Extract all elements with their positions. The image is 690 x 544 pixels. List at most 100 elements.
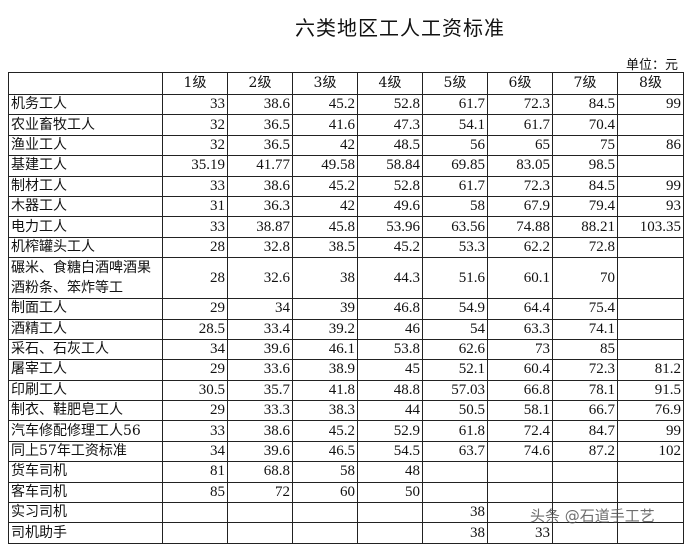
wage-cell: 76.9	[617, 400, 684, 422]
wage-cell	[617, 461, 684, 483]
wage-cell	[617, 481, 684, 504]
wage-cell: 84.5	[552, 93, 618, 116]
wage-cell: 61.8	[422, 420, 488, 442]
table-row: 酒精工人 28.5 33.4 39.2 46 54 63.3 74.1	[8, 318, 684, 340]
wage-cell: 50.5	[422, 400, 488, 422]
wage-cell: 81.2	[617, 359, 684, 381]
column-header: 8级	[617, 72, 684, 95]
wage-cell	[617, 318, 684, 340]
wage-cell: 48.8	[357, 379, 423, 402]
row-label: 客车司机	[8, 481, 163, 504]
wage-cell: 69.85	[422, 155, 488, 177]
wage-cell: 63.56	[422, 216, 488, 238]
wage-cell: 60.4	[487, 359, 553, 381]
column-header: 7级	[552, 72, 618, 95]
wage-cell: 102	[617, 440, 684, 463]
row-label: 屠宰工人	[8, 359, 163, 381]
table-row: 汽车修配修理工人56 33 38.6 45.2 52.9 61.8 72.4 84.7 99	[8, 420, 684, 442]
wage-cell: 45.2	[357, 236, 423, 259]
wage-cell: 33	[162, 175, 228, 197]
row-label: 基建工人	[8, 155, 163, 177]
wage-cell	[292, 522, 358, 544]
wage-cell: 34	[162, 440, 228, 463]
wage-cell: 42	[292, 195, 358, 218]
wage-cell: 83.05	[487, 155, 553, 177]
wage-cell: 75.4	[552, 298, 618, 320]
wage-cell: 52.1	[422, 359, 488, 381]
wage-cell	[357, 522, 423, 544]
wage-cell: 73	[487, 338, 553, 361]
wage-cell: 54.1	[422, 114, 488, 136]
wage-cell	[552, 481, 618, 504]
document-title: 六类地区工人工资标准	[295, 16, 505, 40]
row-label: 采石、石灰工人	[8, 338, 163, 361]
wage-cell: 57.03	[422, 379, 488, 402]
wage-cell: 81	[162, 461, 228, 483]
wage-cell: 33.3	[227, 400, 293, 422]
wage-cell	[162, 522, 228, 544]
wage-cell: 38.6	[227, 93, 293, 116]
wage-cell: 70.4	[552, 114, 618, 136]
wage-cell	[227, 522, 293, 544]
wage-cell: 38	[422, 502, 488, 524]
wage-cell: 65	[487, 134, 553, 157]
table-row: 印刷工人 30.5 35.7 41.8 48.8 57.03 66.8 78.1 91.5	[8, 379, 684, 402]
wage-cell: 31	[162, 195, 228, 218]
wage-cell	[357, 502, 423, 524]
row-label: 制衣、鞋肥皂工人	[8, 400, 163, 422]
wage-cell: 46.8	[357, 298, 423, 320]
row-label: 碾米、食糖白酒啤酒果酒粉条、笨炸等工	[8, 257, 163, 300]
wage-cell: 49.6	[357, 195, 423, 218]
wage-cell: 53.96	[357, 216, 423, 238]
header-row: 1级 2级 3级 4级 5级 6级 7级 8级	[8, 72, 684, 95]
row-label: 制面工人	[8, 298, 163, 320]
row-label: 渔业工人	[8, 134, 163, 157]
wage-cell: 36.5	[227, 134, 293, 157]
table-row: 碾米、食糖白酒啤酒果酒粉条、笨炸等工 28 32.6 38 44.3 51.6 60.1 70	[8, 257, 684, 300]
wage-cell: 39	[292, 298, 358, 320]
wage-cell: 51.6	[422, 257, 488, 300]
wage-cell: 99	[617, 420, 684, 442]
wage-cell: 75	[552, 134, 618, 157]
wage-cell: 38.5	[292, 236, 358, 259]
row-label: 汽车修配修理工人56	[8, 420, 163, 442]
wage-cell: 46.1	[292, 338, 358, 361]
wage-cell: 32.8	[227, 236, 293, 259]
wage-cell: 45.2	[292, 93, 358, 116]
table-row: 制面工人 29 34 39 46.8 54.9 64.4 75.4	[8, 298, 684, 320]
wage-cell: 66.8	[487, 379, 553, 402]
table-row: 采石、石灰工人 34 39.6 46.1 53.8 62.6 73 85	[8, 338, 684, 361]
wage-cell: 78.1	[552, 379, 618, 402]
wage-cell: 99	[617, 93, 684, 116]
row-label: 酒精工人	[8, 318, 163, 340]
column-header	[8, 72, 163, 95]
wage-cell: 52.8	[357, 93, 423, 116]
wage-cell	[617, 155, 684, 177]
wage-cell: 41.77	[227, 155, 293, 177]
table-row: 基建工人 35.19 41.77 49.58 58.84 69.85 83.05 98.5	[8, 155, 684, 177]
wage-cell: 52.9	[357, 420, 423, 442]
wage-cell	[162, 502, 228, 524]
wage-cell: 28	[162, 257, 228, 300]
wage-cell: 58.84	[357, 155, 423, 177]
wage-cell: 33.4	[227, 318, 293, 340]
wage-cell: 63.7	[422, 440, 488, 463]
wage-cell	[227, 502, 293, 524]
table-row: 实习司机 38	[8, 502, 684, 524]
wage-cell: 38	[422, 522, 488, 544]
wage-cell: 62.2	[487, 236, 553, 259]
wage-cell: 61.7	[422, 93, 488, 116]
wage-cell: 66.7	[552, 400, 618, 422]
wage-cell: 58	[422, 195, 488, 218]
table-row: 机务工人 33 38.6 45.2 52.8 61.7 72.3 84.5 99	[8, 93, 684, 116]
wage-cell: 58.1	[487, 400, 553, 422]
row-label: 机榨罐头工人	[8, 236, 163, 259]
wage-cell: 88.21	[552, 216, 618, 238]
wage-cell: 34	[227, 298, 293, 320]
wage-cell: 63.3	[487, 318, 553, 340]
wage-cell: 38.3	[292, 400, 358, 422]
wage-cell: 72.3	[487, 93, 553, 116]
wage-cell: 103.35	[617, 216, 684, 238]
wage-cell: 35.7	[227, 379, 293, 402]
table-row: 同上57年工资标准 34 39.6 46.5 54.5 63.7 74.6 87.2 102	[8, 440, 684, 463]
